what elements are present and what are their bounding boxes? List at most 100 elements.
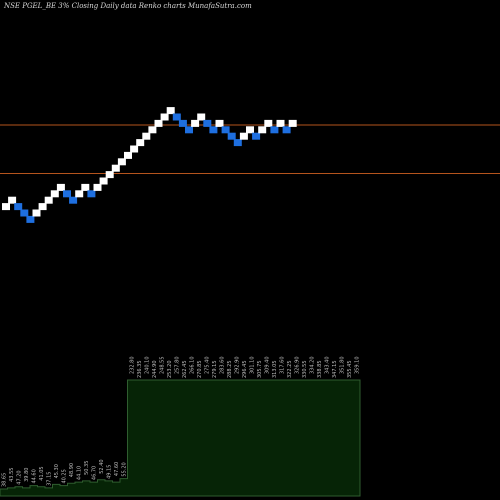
brick-32 xyxy=(197,113,206,121)
brick-22 xyxy=(136,139,145,147)
brick-46 xyxy=(282,126,291,134)
brick-37 xyxy=(227,132,236,140)
brick-45 xyxy=(276,119,285,127)
volume-label-44: 347.15 xyxy=(332,361,338,379)
brick-15 xyxy=(93,183,102,191)
volume-label-13: 52.40 xyxy=(99,459,105,473)
volume-label-1: 43.55 xyxy=(9,468,15,482)
volume-label-31: 292.90 xyxy=(234,357,240,375)
brick-18 xyxy=(111,164,120,172)
brick-42 xyxy=(258,126,267,134)
brick-36 xyxy=(221,126,230,134)
volume-label-28: 279.15 xyxy=(212,361,218,379)
brick-21 xyxy=(130,145,139,153)
brick-0 xyxy=(2,203,10,211)
brick-4 xyxy=(26,215,35,223)
brick-29 xyxy=(178,119,187,127)
volume-label-39: 326.90 xyxy=(294,357,300,375)
volume-label-24: 262.45 xyxy=(182,361,188,379)
volume-label-16: 55.20 xyxy=(122,462,128,476)
brick-25 xyxy=(154,119,163,127)
volume-label-37: 317.60 xyxy=(279,357,285,375)
brick-6 xyxy=(38,203,47,211)
brick-34 xyxy=(209,126,218,134)
volume-label-32: 296.45 xyxy=(242,361,248,379)
brick-12 xyxy=(75,190,84,198)
volume-label-34: 305.75 xyxy=(257,361,263,379)
brick-33 xyxy=(203,119,212,127)
volume-label-21: 248.55 xyxy=(159,357,165,375)
brick-7 xyxy=(44,196,53,204)
volume-label-7: 45.30 xyxy=(54,464,60,478)
volume-label-6: 37.15 xyxy=(47,472,53,486)
brick-24 xyxy=(148,126,157,134)
brick-44 xyxy=(270,126,279,134)
brick-38 xyxy=(233,139,242,147)
chart-title: NSE PGEL_BE 3% Closing Daily data Renko … xyxy=(4,2,252,10)
volume-label-33: 301.10 xyxy=(249,357,255,375)
volume-labels: 38.65 43.55 47.20 39.80 44.60 41.05 37.1545.30… xyxy=(2,357,361,488)
volume-label-8: 40.25 xyxy=(62,469,68,483)
volume-label-5: 41.05 xyxy=(39,466,45,480)
brick-43 xyxy=(264,119,273,127)
brick-23 xyxy=(142,132,151,140)
brick-35 xyxy=(215,119,224,127)
volume-label-15: 47.60 xyxy=(114,462,120,476)
volume-label-27: 275.40 xyxy=(204,357,210,375)
volume-label-29: 283.60 xyxy=(219,357,225,375)
volume-label-19: 240.10 xyxy=(144,357,150,375)
volume-label-4: 44.60 xyxy=(32,469,38,483)
volume-label-43: 343.40 xyxy=(324,357,330,375)
volume-label-30: 288.25 xyxy=(227,361,233,379)
volume-label-0: 38.65 xyxy=(2,473,8,487)
volume-panel xyxy=(0,379,361,497)
brick-41 xyxy=(252,132,261,140)
brick-13 xyxy=(81,183,90,191)
brick-9 xyxy=(56,183,65,191)
brick-series xyxy=(2,107,297,223)
volume-label-40: 330.55 xyxy=(302,361,308,379)
brick-20 xyxy=(124,151,132,159)
volume-label-10: 44.10 xyxy=(77,466,83,480)
brick-5 xyxy=(32,209,41,217)
volume-label-18: 236.35 xyxy=(137,361,143,379)
volume-label-2: 47.20 xyxy=(17,470,23,484)
brick-1 xyxy=(8,196,17,204)
brick-3 xyxy=(20,209,29,217)
brick-40 xyxy=(246,126,254,134)
volume-label-17: 232.80 xyxy=(129,357,135,375)
volume-label-35: 309.40 xyxy=(264,357,270,375)
brick-30 xyxy=(185,126,193,134)
brick-14 xyxy=(87,190,96,198)
brick-31 xyxy=(191,119,200,127)
volume-label-23: 257.80 xyxy=(174,357,180,375)
volume-label-36: 313.05 xyxy=(272,361,278,379)
volume-area xyxy=(0,379,361,497)
brick-10 xyxy=(63,190,71,198)
volume-label-26: 270.85 xyxy=(197,361,203,379)
brick-11 xyxy=(69,196,78,204)
volume-label-14: 49.15 xyxy=(107,465,113,479)
volume-label-41: 334.20 xyxy=(309,357,315,375)
volume-label-12: 46.70 xyxy=(92,466,98,480)
volume-label-20: 244.90 xyxy=(152,361,158,379)
volume-label-25: 266.10 xyxy=(189,357,195,375)
brick-8 xyxy=(50,190,59,198)
brick-27 xyxy=(166,107,175,115)
brick-19 xyxy=(117,158,126,166)
volume-label-38: 322.25 xyxy=(287,361,293,379)
volume-label-11: 50.35 xyxy=(84,461,90,475)
brick-28 xyxy=(172,113,181,121)
level-lines xyxy=(0,124,500,174)
brick-47 xyxy=(288,119,297,127)
brick-26 xyxy=(160,113,169,121)
brick-17 xyxy=(105,171,114,179)
brick-16 xyxy=(99,177,108,185)
volume-label-9: 48.90 xyxy=(69,463,75,477)
volume-label-46: 355.45 xyxy=(347,361,353,379)
volume-label-42: 338.85 xyxy=(317,361,323,379)
volume-label-47: 359.10 xyxy=(354,357,360,375)
volume-label-3: 39.80 xyxy=(24,468,30,482)
volume-label-45: 351.80 xyxy=(339,357,345,375)
